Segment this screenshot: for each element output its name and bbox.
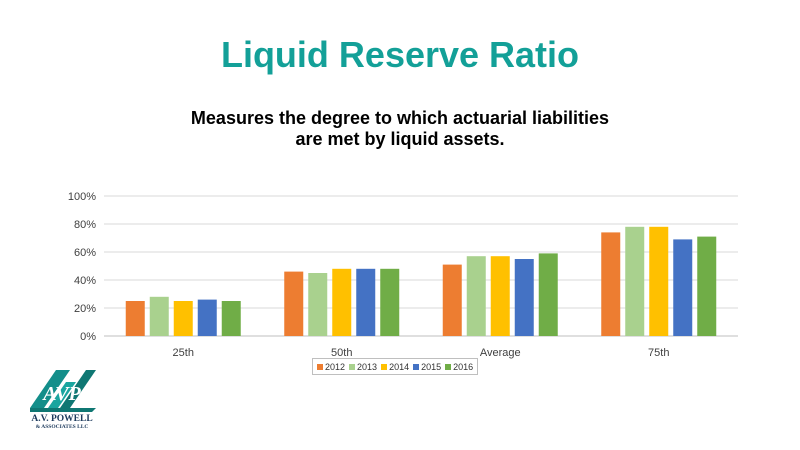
y-tick-label: 100% <box>68 191 96 203</box>
legend-swatch <box>349 363 356 370</box>
legend-swatch <box>445 363 452 370</box>
bar <box>649 226 669 336</box>
bar <box>284 271 304 336</box>
chart-legend: 2012 2013 2014 2015 2016 <box>312 358 479 375</box>
bar <box>514 259 534 336</box>
bar <box>601 232 621 336</box>
slide-title: Liquid Reserve Ratio <box>220 34 580 75</box>
slide-subtitle: Measures the degree to which actuarial l… <box>150 108 650 150</box>
bar <box>308 273 328 336</box>
x-tick-label: Average <box>480 347 521 359</box>
logo-text-line-1: A.V. POWELL <box>31 414 92 424</box>
company-logo: AVP A.V. POWELL & ASSOCIATES LLC <box>30 370 96 430</box>
legend-item: 2013 <box>349 362 377 372</box>
y-tick-label: 80% <box>74 219 96 231</box>
y-tick-label: 20% <box>74 303 96 315</box>
bar <box>538 253 558 336</box>
bar <box>332 268 352 336</box>
bar <box>125 301 145 336</box>
svg-text:AVP: AVP <box>41 383 81 405</box>
legend-item: 2016 <box>445 362 473 372</box>
legend-item: 2012 <box>317 362 345 372</box>
legend-item: 2015 <box>413 362 441 372</box>
bar <box>149 296 169 336</box>
y-tick-label: 0% <box>80 331 96 343</box>
legend-label: 2015 <box>421 361 442 372</box>
x-tick-label: 75th <box>648 347 669 359</box>
avp-logo-icon: AVP <box>30 370 96 412</box>
bar <box>466 256 486 336</box>
logo-text-line-2: & ASSOCIATES LLC <box>36 424 89 430</box>
legend-item: 2014 <box>381 362 409 372</box>
x-tick-label: 25th <box>173 347 194 359</box>
bar <box>442 264 462 336</box>
bar <box>221 301 241 336</box>
bar <box>625 226 645 336</box>
bar <box>356 268 376 336</box>
legend-label: 2014 <box>389 361 410 372</box>
y-tick-label: 40% <box>74 275 96 287</box>
bar <box>697 236 717 336</box>
x-tick-label: 50th <box>331 347 352 359</box>
legend-label: 2016 <box>453 361 474 372</box>
subtitle-line-2: are met by liquid assets. <box>295 129 505 149</box>
bar <box>173 301 193 336</box>
bar <box>490 256 510 336</box>
subtitle-line-1: Measures the degree to which actuarial l… <box>190 108 610 128</box>
bar <box>380 268 400 336</box>
legend-swatch <box>381 363 388 370</box>
legend-swatch <box>317 363 323 370</box>
legend-label: 2013 <box>357 361 378 372</box>
bar <box>197 299 217 336</box>
y-tick-label: 60% <box>74 247 96 259</box>
bar <box>673 239 693 336</box>
legend-swatch <box>413 363 420 370</box>
legend-label: 2012 <box>325 361 346 372</box>
